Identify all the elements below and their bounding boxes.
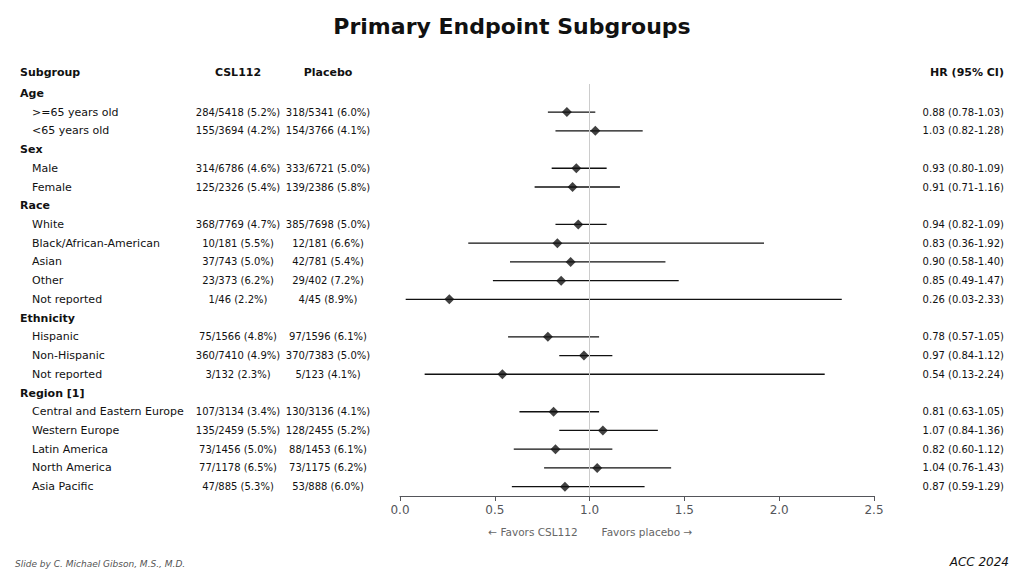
- svg-text:<65 years old: <65 years old: [32, 124, 109, 137]
- svg-text:314/6786 (4.6%): 314/6786 (4.6%): [196, 163, 280, 174]
- svg-text:1.0: 1.0: [580, 503, 599, 517]
- svg-text:0.78 (0.57-1.05): 0.78 (0.57-1.05): [923, 331, 1004, 342]
- svg-text:0.54 (0.13-2.24): 0.54 (0.13-2.24): [923, 369, 1004, 380]
- svg-text:Age: Age: [20, 87, 44, 100]
- svg-text:North America: North America: [32, 461, 112, 474]
- svg-text:Favors placebo →: Favors placebo →: [602, 526, 693, 538]
- svg-text:360/7410 (4.9%): 360/7410 (4.9%): [196, 350, 280, 361]
- svg-text:53/888 (6.0%): 53/888 (6.0%): [292, 481, 364, 492]
- svg-text:1.04 (0.76-1.43): 1.04 (0.76-1.43): [923, 462, 1004, 473]
- svg-text:73/1456 (5.0%): 73/1456 (5.0%): [199, 444, 277, 455]
- svg-text:385/7698 (5.0%): 385/7698 (5.0%): [286, 219, 370, 230]
- svg-text:75/1566 (4.8%): 75/1566 (4.8%): [199, 331, 277, 342]
- svg-text:128/2455 (5.2%): 128/2455 (5.2%): [286, 425, 370, 436]
- svg-text:0.81 (0.63-1.05): 0.81 (0.63-1.05): [923, 406, 1004, 417]
- svg-text:0.90 (0.58-1.40): 0.90 (0.58-1.40): [923, 256, 1004, 267]
- svg-text:47/885 (5.3%): 47/885 (5.3%): [202, 481, 274, 492]
- svg-text:White: White: [32, 218, 64, 231]
- svg-text:5/123 (4.1%): 5/123 (4.1%): [295, 369, 360, 380]
- svg-text:Western Europe: Western Europe: [32, 424, 120, 437]
- svg-text:Latin America: Latin America: [32, 443, 108, 456]
- svg-text:0.94 (0.82-1.09): 0.94 (0.82-1.09): [923, 219, 1004, 230]
- svg-text:77/1178 (6.5%): 77/1178 (6.5%): [199, 462, 277, 473]
- svg-text:Slide by C. Michael Gibson, M.: Slide by C. Michael Gibson, M.S., M.D.: [15, 559, 185, 569]
- svg-text:Region [1]: Region [1]: [20, 387, 85, 400]
- svg-text:2.0: 2.0: [770, 503, 789, 517]
- svg-text:0.85 (0.49-1.47): 0.85 (0.49-1.47): [923, 275, 1004, 286]
- svg-text:88/1453 (6.1%): 88/1453 (6.1%): [289, 444, 367, 455]
- svg-text:Black/African-American: Black/African-American: [32, 237, 160, 250]
- svg-text:0.26 (0.03-2.33): 0.26 (0.03-2.33): [923, 294, 1004, 305]
- svg-text:37/743 (5.0%): 37/743 (5.0%): [202, 256, 274, 267]
- svg-text:0.87 (0.59-1.29): 0.87 (0.59-1.29): [923, 481, 1004, 492]
- svg-text:Female: Female: [32, 181, 72, 194]
- svg-text:Subgroup: Subgroup: [20, 66, 80, 79]
- svg-text:Central and Eastern Europe: Central and Eastern Europe: [32, 405, 184, 418]
- svg-text:3/132 (2.3%): 3/132 (2.3%): [205, 369, 270, 380]
- svg-text:Race: Race: [20, 199, 50, 212]
- svg-text:Not reported: Not reported: [32, 368, 102, 381]
- svg-text:Ethnicity: Ethnicity: [20, 312, 75, 325]
- svg-text:107/3134 (3.4%): 107/3134 (3.4%): [196, 406, 280, 417]
- svg-text:0.0: 0.0: [390, 503, 409, 517]
- svg-text:Non-Hispanic: Non-Hispanic: [32, 349, 105, 362]
- svg-text:2.5: 2.5: [864, 503, 883, 517]
- svg-text:10/181 (5.5%): 10/181 (5.5%): [202, 238, 274, 249]
- svg-text:Hispanic: Hispanic: [32, 330, 79, 343]
- svg-text:370/7383 (5.0%): 370/7383 (5.0%): [286, 350, 370, 361]
- svg-text:Primary Endpoint Subgroups: Primary Endpoint Subgroups: [333, 14, 690, 39]
- svg-text:139/2386 (5.8%): 139/2386 (5.8%): [286, 182, 370, 193]
- svg-text:125/2326 (5.4%): 125/2326 (5.4%): [196, 182, 280, 193]
- svg-text:155/3694 (4.2%): 155/3694 (4.2%): [196, 125, 280, 136]
- svg-text:0.83 (0.36-1.92): 0.83 (0.36-1.92): [923, 238, 1004, 249]
- svg-text:284/5418 (5.2%): 284/5418 (5.2%): [196, 107, 280, 118]
- svg-text:368/7769 (4.7%): 368/7769 (4.7%): [196, 219, 280, 230]
- svg-text:0.91 (0.71-1.16): 0.91 (0.71-1.16): [923, 182, 1004, 193]
- svg-text:1.5: 1.5: [675, 503, 694, 517]
- svg-text:42/781 (5.4%): 42/781 (5.4%): [292, 256, 364, 267]
- svg-text:HR (95% CI): HR (95% CI): [930, 66, 1004, 79]
- svg-text:73/1175 (6.2%): 73/1175 (6.2%): [289, 462, 367, 473]
- svg-text:318/5341 (6.0%): 318/5341 (6.0%): [286, 107, 370, 118]
- svg-text:12/181 (6.6%): 12/181 (6.6%): [292, 238, 364, 249]
- svg-text:1/46 (2.2%): 1/46 (2.2%): [209, 294, 268, 305]
- svg-text:Asia Pacific: Asia Pacific: [32, 480, 94, 493]
- svg-text:29/402 (7.2%): 29/402 (7.2%): [292, 275, 364, 286]
- svg-text:CSL112: CSL112: [215, 66, 261, 79]
- svg-text:ACC 2024: ACC 2024: [949, 555, 1009, 569]
- svg-text:Other: Other: [32, 274, 64, 287]
- svg-text:>=65 years old: >=65 years old: [32, 106, 118, 119]
- svg-text:333/6721 (5.0%): 333/6721 (5.0%): [286, 163, 370, 174]
- svg-text:0.93 (0.80-1.09): 0.93 (0.80-1.09): [923, 163, 1004, 174]
- svg-text:130/3136 (4.1%): 130/3136 (4.1%): [286, 406, 370, 417]
- svg-text:1.07 (0.84-1.36): 1.07 (0.84-1.36): [923, 425, 1004, 436]
- svg-text:0.82 (0.60-1.12): 0.82 (0.60-1.12): [923, 444, 1004, 455]
- svg-text:97/1596 (6.1%): 97/1596 (6.1%): [289, 331, 367, 342]
- svg-text:0.5: 0.5: [485, 503, 504, 517]
- svg-text:Placebo: Placebo: [304, 66, 353, 79]
- svg-text:154/3766 (4.1%): 154/3766 (4.1%): [286, 125, 370, 136]
- svg-text:Asian: Asian: [32, 255, 62, 268]
- svg-text:23/373 (6.2%): 23/373 (6.2%): [202, 275, 274, 286]
- svg-text:0.88 (0.78-1.03): 0.88 (0.78-1.03): [923, 107, 1004, 118]
- svg-text:Sex: Sex: [20, 143, 42, 156]
- svg-text:1.03 (0.82-1.28): 1.03 (0.82-1.28): [923, 125, 1004, 136]
- svg-text:← Favors CSL112: ← Favors CSL112: [488, 526, 577, 538]
- svg-text:135/2459 (5.5%): 135/2459 (5.5%): [196, 425, 280, 436]
- svg-text:4/45 (8.9%): 4/45 (8.9%): [299, 294, 358, 305]
- svg-text:0.97 (0.84-1.12): 0.97 (0.84-1.12): [923, 350, 1004, 361]
- svg-text:Not reported: Not reported: [32, 293, 102, 306]
- svg-text:Male: Male: [32, 162, 58, 175]
